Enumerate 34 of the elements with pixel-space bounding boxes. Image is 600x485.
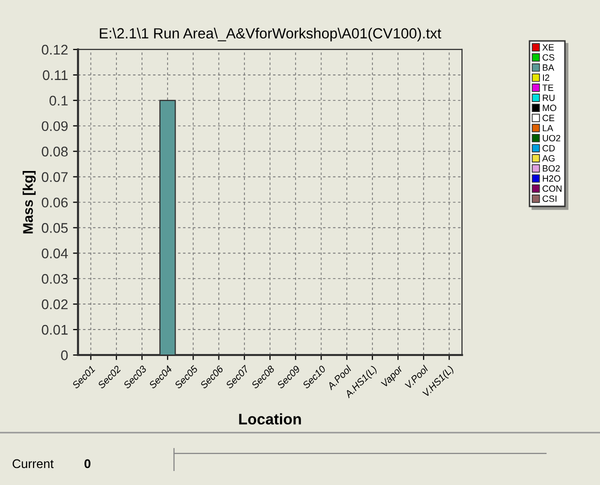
legend-label: BA [542,64,554,71]
y-tick-label: 0.04 [42,248,68,258]
y-tick-label: 0.09 [42,121,68,132]
y-tick-label: 0 [61,350,68,360]
y-tick-label: 0.02 [42,299,68,310]
legend-label: I2 [542,74,550,81]
y-tick-label: 0.08 [42,146,68,156]
x-axis-title: Location [239,413,301,425]
y-tick-label: 0.07 [42,172,68,182]
legend-label: CS [542,54,554,61]
legend-label: BO2 [542,165,560,172]
legend-label: H2O [542,175,560,182]
y-tick-label: 0.05 [42,223,68,233]
text: Current [12,459,54,468]
chart-title: E:\2.1\1 Run Area\_A&VforWorkshop\A01(CV100).txt [100,28,442,42]
legend-label: TE [542,84,554,91]
y-tick-label: 0.06 [42,198,68,208]
legend-label: MO [542,104,556,112]
legend-label: XE [542,44,554,50]
legend-label: CD [542,145,555,152]
y-tick-label: 0.11 [42,70,68,80]
y-axis-title: Mass [kg] [22,170,36,234]
y-tick-label: 0.12 [42,44,68,55]
legend-label: AG [542,155,555,162]
legend-label: CON [542,185,562,192]
y-tick-label: 0.03 [42,274,68,284]
y-tick-label: 0.01 [42,324,68,335]
legend-label: RU [542,94,554,101]
legend-label: CSI [542,195,556,202]
y-tick-label: 0.1 [50,96,68,106]
text: 0 [84,459,90,468]
legend-label: UO2 [542,134,560,142]
legend-label: CE [542,114,554,122]
legend-label: LA [542,124,554,132]
